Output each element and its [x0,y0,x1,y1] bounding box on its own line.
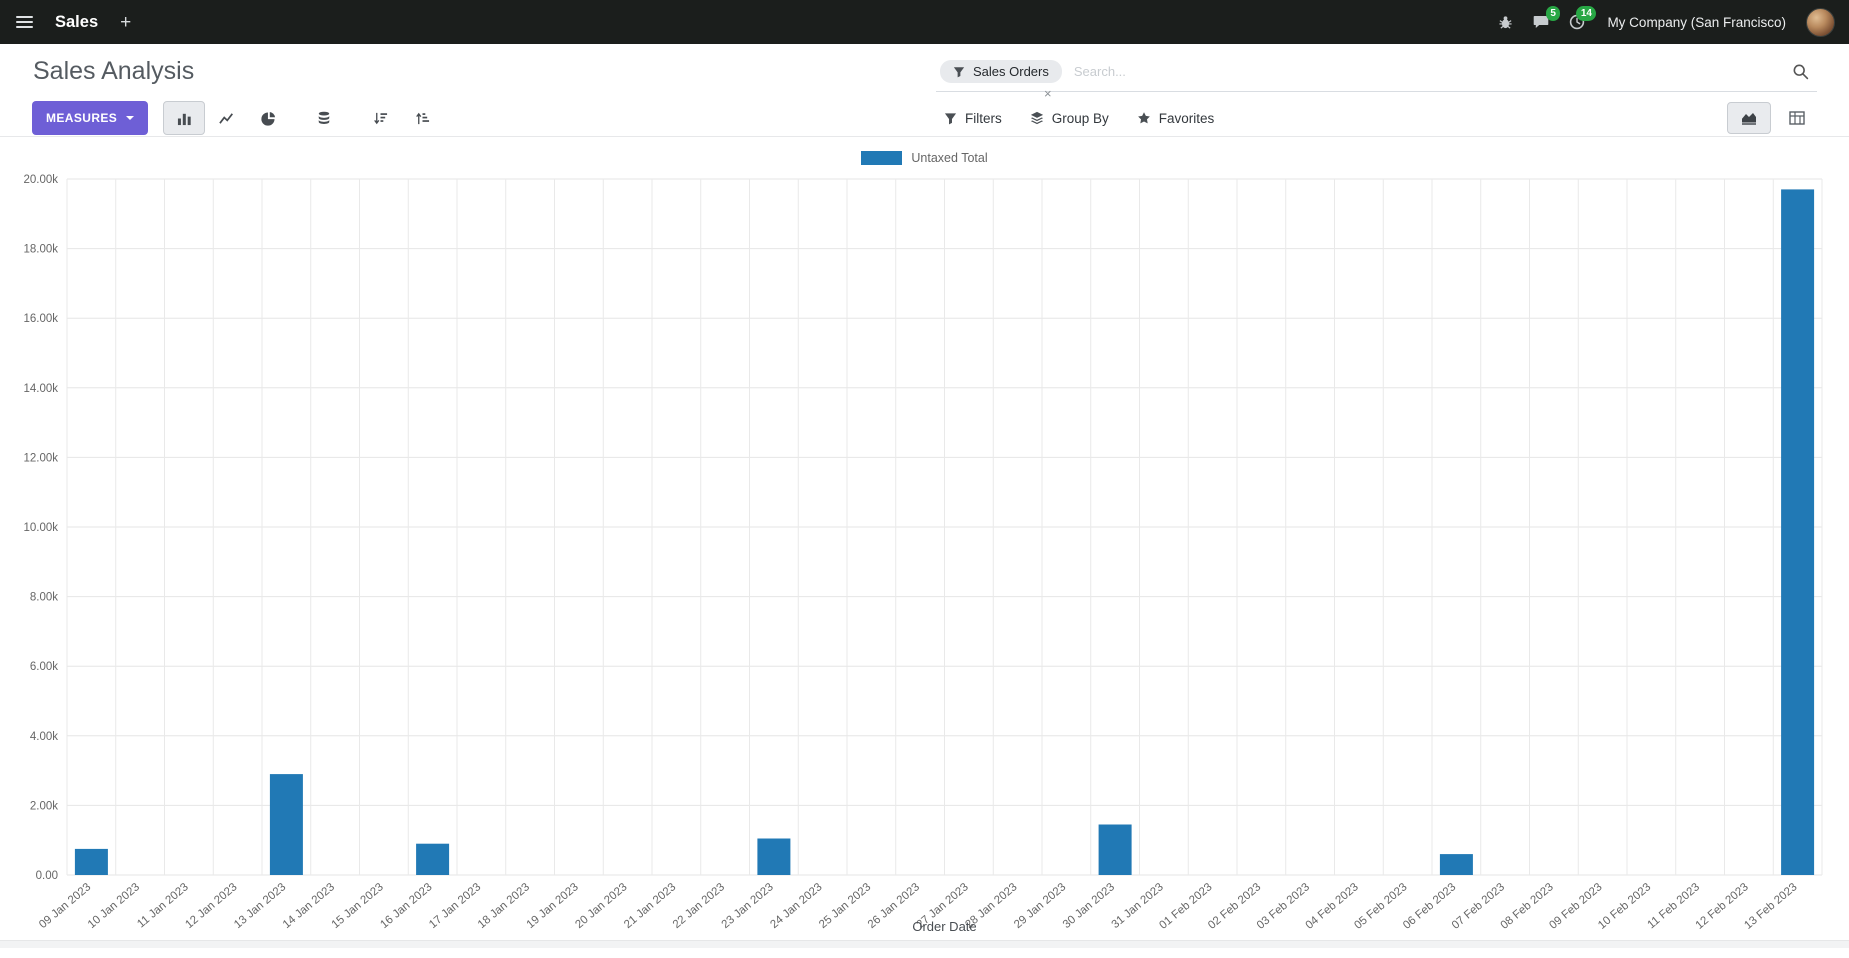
favorites-label: Favorites [1158,110,1215,126]
group-by-button[interactable]: Group By [1030,111,1109,126]
app-name[interactable]: Sales [55,12,99,31]
svg-text:10.00k: 10.00k [23,522,58,534]
layers-icon [1030,111,1044,125]
svg-text:10 Jan 2023: 10 Jan 2023 [86,881,142,931]
svg-text:2.00k: 2.00k [30,800,58,812]
svg-text:23 Jan 2023: 23 Jan 2023 [720,881,776,931]
measures-label: MEASURES [46,111,118,125]
line-chart-icon[interactable] [205,101,247,135]
svg-text:08 Feb 2023: 08 Feb 2023 [1499,881,1556,932]
svg-text:20 Jan 2023: 20 Jan 2023 [573,881,629,931]
top-navbar: Sales + 5 14 My Company (San Francisco) [0,0,1849,44]
bar-chart-canvas[interactable]: 0.00 2.00k 4.00k 6.00k 8.00k 10.00k 12.00k 14.0… [0,169,1849,940]
favorites-button[interactable]: Favorites [1137,110,1215,126]
stacked-icon[interactable] [303,101,345,135]
search-options: Filters Group By Favorites [944,111,1214,126]
filters-label: Filters [965,110,1002,126]
legend-label: Untaxed Total [911,151,988,165]
svg-text:24 Jan 2023: 24 Jan 2023 [768,881,824,931]
sort-ascending-icon[interactable] [401,101,443,135]
bar-chart-icon[interactable] [163,101,206,135]
svg-text:07 Feb 2023: 07 Feb 2023 [1450,881,1507,932]
pie-chart-icon[interactable] [247,101,289,135]
filters-funnel-icon [944,112,957,125]
svg-text:22 Jan 2023: 22 Jan 2023 [671,881,727,931]
svg-text:29 Jan 2023: 29 Jan 2023 [1012,881,1068,931]
navbar-right: 5 14 My Company (San Francisco) [1498,6,1835,37]
svg-text:04 Feb 2023: 04 Feb 2023 [1304,881,1361,932]
svg-text:12 Jan 2023: 12 Jan 2023 [183,881,239,931]
svg-text:12.00k: 12.00k [23,452,58,464]
activities-badge: 14 [1576,6,1597,21]
navbar-left: Sales + [10,10,137,34]
svg-text:30 Jan 2023: 30 Jan 2023 [1061,881,1117,931]
legend-color-swatch [861,151,903,165]
svg-text:17 Jan 2023: 17 Jan 2023 [427,881,483,931]
user-avatar[interactable] [1806,7,1835,37]
svg-text:05 Feb 2023: 05 Feb 2023 [1352,881,1409,932]
filters-button[interactable]: Filters [944,111,1002,126]
svg-text:4.00k: 4.00k [30,731,58,743]
svg-text:12 Feb 2023: 12 Feb 2023 [1694,881,1751,932]
svg-text:10 Feb 2023: 10 Feb 2023 [1596,881,1653,932]
svg-text:09 Jan 2023: 09 Jan 2023 [37,881,93,931]
svg-text:06 Feb 2023: 06 Feb 2023 [1401,881,1458,932]
pivot-view-icon[interactable] [1775,102,1819,134]
plus-icon[interactable]: + [114,11,137,34]
stack-toggle-group [303,101,345,135]
svg-text:6.00k: 6.00k [30,661,58,673]
horizontal-scrollbar[interactable] [0,940,1849,948]
caret-down-icon [126,116,135,120]
graph-view-icon[interactable] [1727,102,1771,134]
svg-text:14 Jan 2023: 14 Jan 2023 [281,881,337,931]
svg-text:11 Jan 2023: 11 Jan 2023 [135,881,191,930]
svg-text:Order Date: Order Date [912,919,976,934]
svg-text:19 Jan 2023: 19 Jan 2023 [525,881,581,931]
chart-type-toggles [163,101,289,135]
company-switcher[interactable]: My Company (San Francisco) [1607,14,1786,30]
svg-text:18 Jan 2023: 18 Jan 2023 [476,881,532,931]
measures-button[interactable]: MEASURES [32,101,149,135]
filter-funnel-icon [953,66,965,78]
messages-icon[interactable]: 5 [1533,6,1561,30]
control-panel: Sales Analysis Sales Orders × MEASURES [0,44,1849,137]
svg-text:16.00k: 16.00k [23,313,58,325]
page-title: Sales Analysis [33,57,195,85]
svg-text:13 Jan 2023: 13 Jan 2023 [232,881,288,931]
view-switcher [1727,102,1819,134]
svg-text:15 Jan 2023: 15 Jan 2023 [330,881,386,931]
search-input[interactable] [1073,64,1790,79]
messages-badge: 5 [1545,6,1561,21]
chart-legend-item[interactable]: Untaxed Total [0,147,1849,169]
sort-descending-icon[interactable] [359,101,401,135]
svg-text:25 Jan 2023: 25 Jan 2023 [817,881,873,931]
activities-clock-icon[interactable]: 14 [1569,6,1597,30]
svg-text:14.00k: 14.00k [23,383,58,395]
star-icon [1137,111,1151,125]
svg-text:8.00k: 8.00k [30,592,58,604]
svg-text:20.00k: 20.00k [23,174,58,186]
search-icon[interactable] [1790,61,1811,82]
facet-remove-icon[interactable]: × [1044,86,1052,101]
group-by-label: Group By [1051,110,1109,126]
svg-text:03 Feb 2023: 03 Feb 2023 [1255,881,1312,932]
search-facet-sales-orders[interactable]: Sales Orders [940,60,1062,83]
svg-text:13 Feb 2023: 13 Feb 2023 [1742,881,1799,932]
svg-text:0.00: 0.00 [36,870,58,882]
facet-label: Sales Orders [973,64,1049,79]
debug-bug-icon[interactable] [1498,15,1513,30]
sort-toggle-group [359,101,443,135]
svg-text:02 Feb 2023: 02 Feb 2023 [1206,881,1263,932]
apps-menu-icon[interactable] [10,10,39,34]
search-bar[interactable]: Sales Orders × [936,56,1817,100]
svg-text:16 Jan 2023: 16 Jan 2023 [378,881,434,931]
svg-text:18.00k: 18.00k [23,244,58,256]
svg-text:01 Feb 2023: 01 Feb 2023 [1157,881,1214,932]
svg-text:09 Feb 2023: 09 Feb 2023 [1547,881,1604,932]
svg-text:21 Jan 2023: 21 Jan 2023 [622,881,678,931]
chart-area: Untaxed Total 0.00 2.00k 4.00k 6.00k 8.00k 10… [0,147,1849,940]
